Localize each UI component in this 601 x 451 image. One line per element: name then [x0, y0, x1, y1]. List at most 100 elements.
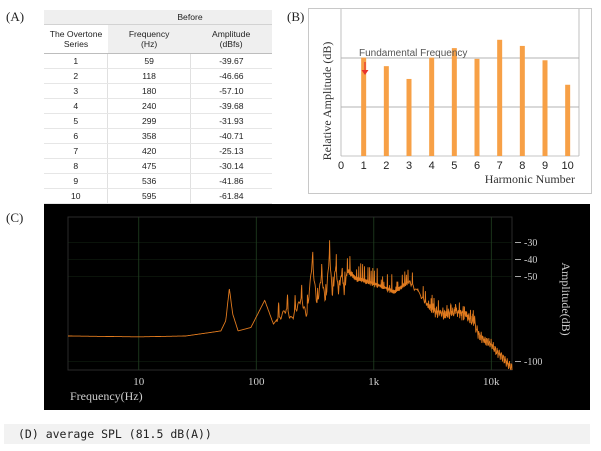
spectrum-y-tick-label: -50	[524, 272, 537, 283]
frequency-cell: 358	[107, 128, 191, 145]
fundamental-arrow-icon	[361, 62, 369, 75]
chart-b-x-ticks: 0 1 2 3 4 5 6 7 8 9 10	[338, 160, 574, 172]
spectrum-x-tick-label: 1k	[368, 376, 380, 388]
table-row: 9 536 -41.86	[44, 173, 272, 190]
chart-b-x-axis-label: Harmonic Number	[485, 172, 575, 186]
frequency-cell: 595	[107, 188, 191, 205]
frequency-cell: 240	[107, 98, 191, 114]
overtone-cell: 8	[44, 158, 108, 175]
amplitude-cell: -41.86	[189, 173, 272, 190]
chart-b-y-axis-label: Relative Amplitude (dB)	[320, 42, 334, 161]
overtone-cell: 7	[44, 143, 108, 160]
amplitude-cell: -25.13	[189, 143, 272, 160]
harmonic-bar	[497, 39, 503, 156]
column-header-frequency: Frequency (Hz)	[107, 24, 191, 54]
amplitude-cell: -39.67	[189, 53, 272, 69]
overtone-cell: 3	[44, 83, 108, 99]
chart-b-x-tick-label: 2	[383, 160, 389, 172]
table-row: 3 180 -57.10	[44, 83, 272, 99]
table-group-header-before: Before	[177, 11, 203, 22]
harmonic-bar	[429, 57, 435, 156]
harmonic-bar	[383, 66, 389, 156]
harmonic-bar	[406, 78, 412, 156]
spectrum-chart-frame: 10 100 1k 10k -30 -40 -50 -100 Frequency(Hz) A…	[44, 204, 590, 410]
spectrum-grid	[68, 217, 512, 370]
chart-b-x-tick-label: 10	[562, 160, 574, 172]
frequency-cell: 59	[107, 53, 191, 69]
chart-b-x-tick-label: 4	[429, 160, 435, 172]
table-row: 5 299 -31.93	[44, 113, 272, 129]
chart-b-x-tick-label: 8	[519, 160, 525, 172]
panel-b-label: (B)	[287, 9, 305, 24]
chart-b-grid	[340, 9, 580, 157]
amplitude-cell: -46.66	[189, 68, 272, 84]
overtone-cell: 6	[44, 128, 108, 145]
table-row: 4 240 -39.68	[44, 98, 272, 114]
average-spl-box	[4, 424, 590, 444]
spectrum-y-tick-label: -100	[524, 357, 542, 368]
table-row: 1 59 -39.67	[44, 53, 272, 69]
amplitude-cell: -57.10	[189, 83, 272, 99]
amplitude-cell: -61.84	[189, 188, 272, 205]
amplitude-cell: -30.14	[189, 158, 272, 175]
spectrum-x-ticks: 10 100 1k 10k	[133, 376, 500, 388]
spectrum-plot-area	[67, 216, 513, 371]
spectrum-y-tick-label: -30	[524, 238, 537, 249]
column-header-overtone-series: The Overtone Series	[44, 24, 108, 54]
amplitude-cell: -39.68	[189, 98, 272, 114]
chart-b-x-tick-label: 7	[497, 160, 503, 172]
spectrum-y-ticks: -30 -40 -50 -100	[515, 238, 542, 368]
overtone-table-container: Before The Overtone Series Frequency (Hz…	[44, 10, 272, 205]
overtone-cell: 5	[44, 113, 108, 129]
panel-c-label: (C)	[6, 210, 24, 225]
chart-b-x-tick-label: 6	[474, 160, 480, 172]
spectrum-y-tick-label: -40	[524, 255, 537, 266]
overtone-table: Before The Overtone Series Frequency (Hz…	[44, 10, 272, 205]
harmonic-bar	[542, 60, 548, 156]
spectrum-x-tick-label: 100	[248, 376, 265, 388]
overtone-cell: 10	[44, 188, 108, 205]
frequency-cell: 475	[107, 158, 191, 175]
average-spl-text: (D) average SPL (81.5 dB(A))	[18, 427, 212, 441]
overtone-cell: 1	[44, 53, 108, 69]
fundamental-frequency-annotation: Fundamental Frequency	[359, 48, 467, 59]
spectrum-y-axis-label: Amplitude(dB)	[559, 262, 573, 335]
frequency-cell: 536	[107, 173, 191, 190]
spectrum-x-tick-label: 10k	[483, 376, 500, 388]
table-header-blank	[44, 10, 108, 24]
harmonic-bar-chart: 0 1 2 3 4 5 6 7 8 9 10 Relative Amplitude (dB) Har…	[320, 9, 580, 186]
overtone-cell: 4	[44, 98, 108, 114]
column-header-amplitude: Amplitude (dBfs)	[190, 24, 272, 54]
spectrum-trace	[68, 240, 513, 371]
frequency-cell: 118	[107, 68, 191, 84]
table-row: 7 420 -25.13	[44, 143, 272, 160]
spectrum-chart: 10 100 1k 10k -30 -40 -50 -100 Frequency(Hz) A…	[67, 216, 573, 403]
chart-b-x-tick-label: 5	[451, 160, 457, 172]
harmonic-bar	[361, 57, 367, 156]
harmonic-bar	[565, 84, 571, 156]
frequency-cell: 180	[107, 83, 191, 99]
panel-a-label: (A)	[6, 9, 25, 24]
frequency-cell: 299	[107, 113, 191, 129]
chart-b-x-tick-label: 0	[338, 160, 344, 172]
harmonic-bar	[474, 58, 480, 156]
chart-b-x-tick-label: 1	[361, 160, 367, 172]
harmonic-bar	[519, 45, 525, 156]
frequency-cell: 420	[107, 143, 191, 160]
chart-b-x-tick-label: 9	[542, 160, 548, 172]
table-row: 8 475 -30.14	[44, 158, 272, 175]
overtone-cell: 9	[44, 173, 108, 190]
spectrum-x-tick-label: 10	[133, 376, 145, 388]
chart-b-bars	[361, 39, 571, 156]
table-body: 1 59 -39.67 2 118 -46.66 3 180 -57.10 4 240 -39.68 5…	[44, 53, 272, 205]
table-row: 10 595 -61.84	[44, 188, 272, 205]
table-row: 2 118 -46.66	[44, 68, 272, 84]
amplitude-cell: -40.71	[189, 128, 272, 145]
spectrum-x-axis-label: Frequency(Hz)	[70, 389, 143, 403]
table-row: 6 358 -40.71	[44, 128, 272, 145]
chart-b-x-tick-label: 3	[406, 160, 412, 172]
harmonic-bar-chart-frame: 0 1 2 3 4 5 6 7 8 9 10 Relative Amplitude (dB) Har…	[308, 8, 592, 194]
harmonic-bar	[451, 48, 457, 156]
amplitude-cell: -31.93	[189, 113, 272, 129]
overtone-cell: 2	[44, 68, 108, 84]
